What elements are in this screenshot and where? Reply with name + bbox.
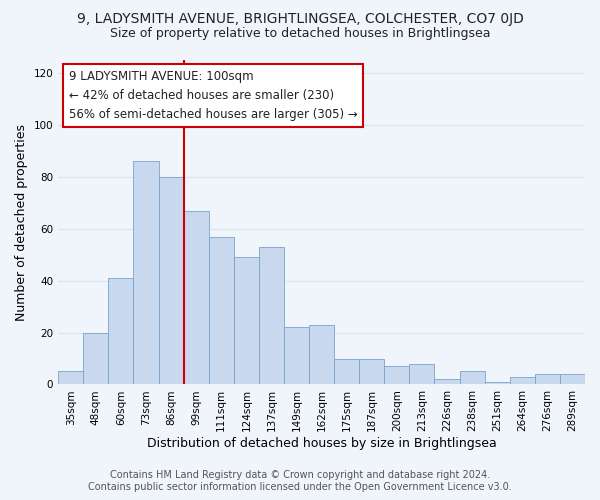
Bar [385,366,409,384]
Text: 9, LADYSMITH AVENUE, BRIGHTLINGSEA, COLCHESTER, CO7 0JD: 9, LADYSMITH AVENUE, BRIGHTLINGSEA, COLC… [77,12,523,26]
Text: Contains public sector information licensed under the Open Government Licence v3: Contains public sector information licen… [88,482,512,492]
Y-axis label: Number of detached properties: Number of detached properties [15,124,28,320]
Bar [510,376,535,384]
Bar [409,364,434,384]
Bar [58,372,83,384]
Bar [334,358,359,384]
Bar [560,374,585,384]
Bar [359,358,385,384]
Bar [158,177,184,384]
Bar [234,258,259,384]
Bar [83,332,109,384]
Bar [209,236,234,384]
Bar [309,325,334,384]
Bar [434,380,460,384]
Bar [284,328,309,384]
Text: Contains HM Land Registry data © Crown copyright and database right 2024.: Contains HM Land Registry data © Crown c… [110,470,490,480]
X-axis label: Distribution of detached houses by size in Brightlingsea: Distribution of detached houses by size … [147,437,496,450]
Bar [133,161,158,384]
Bar [535,374,560,384]
Text: 9 LADYSMITH AVENUE: 100sqm
← 42% of detached houses are smaller (230)
56% of sem: 9 LADYSMITH AVENUE: 100sqm ← 42% of deta… [69,70,358,120]
Bar [109,278,133,384]
Bar [184,210,209,384]
Bar [460,372,485,384]
Bar [259,247,284,384]
Bar [485,382,510,384]
Text: Size of property relative to detached houses in Brightlingsea: Size of property relative to detached ho… [110,28,490,40]
